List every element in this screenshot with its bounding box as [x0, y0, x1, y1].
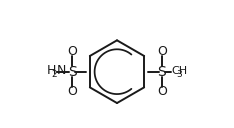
Text: 2: 2	[51, 70, 57, 79]
Text: H: H	[47, 64, 56, 77]
Text: S: S	[68, 65, 77, 79]
Text: CH: CH	[171, 66, 187, 76]
Text: O: O	[67, 45, 77, 58]
Text: S: S	[157, 65, 166, 79]
Text: N: N	[57, 64, 67, 77]
Text: O: O	[67, 85, 77, 98]
Text: 3: 3	[177, 70, 183, 79]
Text: O: O	[157, 45, 167, 58]
Text: O: O	[157, 85, 167, 98]
